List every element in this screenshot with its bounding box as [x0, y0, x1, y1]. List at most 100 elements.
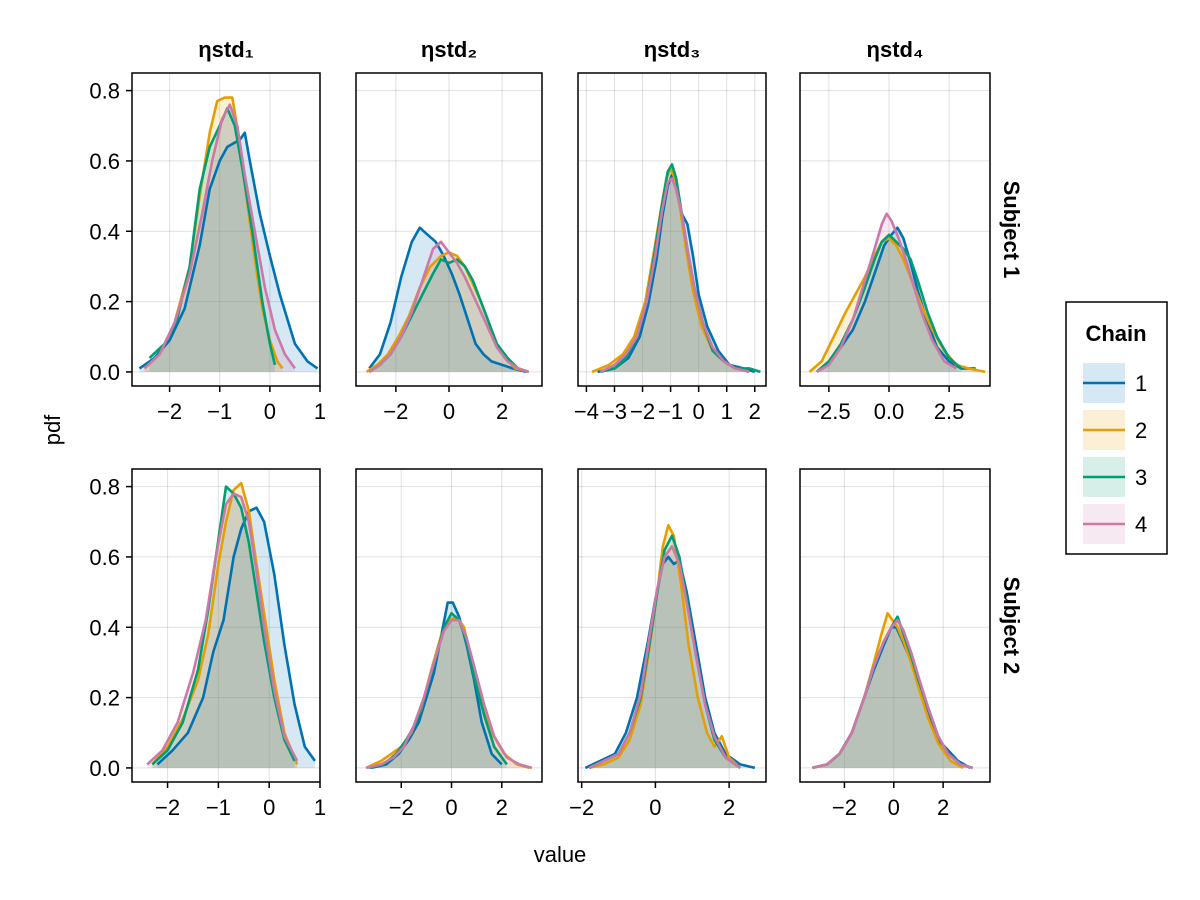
- panel-grid: −2 −1 0 10.00.20.40.60.8−2 0 2 −4 −3 −2 −1 0 1 2 −2.5…: [89, 37, 1024, 820]
- density-fill-chain-3: [152, 486, 295, 768]
- panel-frame: [131, 72, 321, 387]
- column-title-1: ηstd₁: [198, 37, 254, 62]
- density-fill-chain-4: [147, 493, 298, 768]
- row-title-2: Subject 2: [999, 577, 1024, 675]
- density-layers: [591, 163, 761, 374]
- x-tick-label: 0: [693, 399, 705, 424]
- density-fill-chain-2: [812, 613, 963, 768]
- x-tick-label: 2: [937, 795, 949, 820]
- x-axis-label: value: [534, 842, 587, 867]
- panel-background: [578, 73, 766, 386]
- x-tick-label: −2: [155, 795, 180, 820]
- x-tick-label: 0: [649, 795, 661, 820]
- density-fill-chain-4: [600, 178, 750, 372]
- row-title-1: Subject 1: [999, 181, 1024, 279]
- density-layers: [138, 96, 319, 372]
- density-line-chain-3: [368, 611, 508, 770]
- panel-r2-c4: −2 0 2: [799, 468, 991, 820]
- density-line-chain-4: [588, 545, 741, 770]
- x-tick-label: −1: [206, 795, 231, 820]
- panel-frame: [799, 72, 991, 387]
- density-fill-chain-1: [597, 175, 755, 372]
- legend-item-chain-2: 2: [1083, 410, 1147, 450]
- density-fill-chain-1: [585, 556, 755, 768]
- panel-frame: [577, 72, 767, 387]
- y-tick-label: 0.6: [89, 149, 120, 174]
- density-layers: [808, 212, 986, 374]
- density-line-chain-4: [599, 177, 750, 374]
- y-tick-label: 0.2: [89, 686, 120, 711]
- density-fill-chain-1: [371, 602, 502, 768]
- x-tick-label: −1: [658, 399, 683, 424]
- x-tick-label: −2: [383, 399, 408, 424]
- density-line-chain-1: [815, 226, 976, 373]
- density-layers: [365, 226, 530, 374]
- x-tick-label: 0: [263, 795, 275, 820]
- x-tick-label: 2: [749, 399, 761, 424]
- y-axis-label: pdf: [40, 414, 65, 445]
- density-fill-chain-2: [152, 483, 298, 768]
- panel-frame: [799, 468, 991, 783]
- density-fill-chain-1: [812, 627, 971, 768]
- density-fill-chain-3: [816, 234, 962, 372]
- panel-r1-c1: −2 −1 0 1 0.0 0.2 0.4 0.6 0.8: [89, 72, 326, 424]
- x-tick-label: 0: [888, 795, 900, 820]
- density-fill-chain-2: [366, 252, 529, 372]
- legend-frame: [1065, 301, 1168, 555]
- panel-r2-c3: −2 0 2: [569, 468, 767, 820]
- density-fill-chain-3: [589, 535, 741, 768]
- x-tick-label: −2: [630, 399, 655, 424]
- panel-background: [578, 469, 766, 782]
- x-tick-label: −2.5: [807, 399, 850, 424]
- column-title-2: ηstd₂: [421, 37, 477, 62]
- density-line-chain-2: [588, 524, 742, 770]
- density-line-chain-4: [365, 618, 533, 770]
- density-fill-chain-1: [816, 227, 976, 372]
- x-tick-label: 1: [721, 399, 733, 424]
- density-fill-chain-1: [369, 227, 527, 372]
- legend-label: 4: [1135, 512, 1147, 537]
- x-tick-label: 0.0: [874, 399, 905, 424]
- density-layers: [146, 481, 316, 768]
- y-tick-label: 0.8: [89, 475, 120, 500]
- density-fill-chain-3: [600, 164, 761, 372]
- x-tick-label: 2: [496, 399, 508, 424]
- legend-item-chain-4: 4: [1083, 504, 1147, 544]
- legend-items: 1 2 3 4: [1083, 363, 1147, 544]
- y-tick-label: 0.4: [89, 219, 120, 244]
- legend-label: 1: [1135, 371, 1147, 396]
- panel-r1-c2: −2 0 2: [355, 72, 543, 424]
- column-title-3: ηstd₃: [644, 37, 701, 62]
- y-tick-label: 0.6: [89, 545, 120, 570]
- x-tick-label: −3: [602, 399, 627, 424]
- panel-r2-c2: −2 0 2: [355, 468, 543, 820]
- density-fill-chain-3: [368, 613, 507, 768]
- x-tick-label: −2: [569, 795, 594, 820]
- x-tick-label: 2.5: [934, 399, 965, 424]
- x-tick-label: 2: [496, 795, 508, 820]
- panel-frame: [355, 468, 543, 783]
- x-tick-label: 0: [264, 399, 276, 424]
- x-tick-label: −2: [157, 399, 182, 424]
- panel-frame: [577, 468, 767, 783]
- density-fill-chain-4: [369, 241, 529, 372]
- x-tick-label: 0: [443, 399, 455, 424]
- y-tick-label: 0.2: [89, 290, 120, 315]
- legend-item-chain-3: 3: [1083, 457, 1147, 497]
- y-tick-label: 0.0: [89, 756, 120, 781]
- panel-r2-c1: −2 −1 0 1 0.0 0.2 0.4 0.6 0.8: [89, 468, 326, 820]
- density-fill-chain-2: [589, 525, 741, 768]
- y-tick-label: 0.8: [89, 79, 120, 104]
- density-layers: [584, 524, 756, 770]
- density-fill-chain-3: [369, 259, 529, 372]
- legend-label: 3: [1135, 465, 1147, 490]
- density-line-chain-4: [143, 103, 296, 370]
- x-tick-label: −1: [207, 399, 232, 424]
- density-layers: [812, 611, 974, 770]
- y-tick-label: 0.0: [89, 360, 120, 385]
- panel-frame: [131, 468, 321, 783]
- x-tick-label: 2: [723, 795, 735, 820]
- column-title-4: ηstd₄: [867, 37, 924, 62]
- density-layers: [365, 601, 533, 770]
- x-tick-label: −2: [832, 795, 857, 820]
